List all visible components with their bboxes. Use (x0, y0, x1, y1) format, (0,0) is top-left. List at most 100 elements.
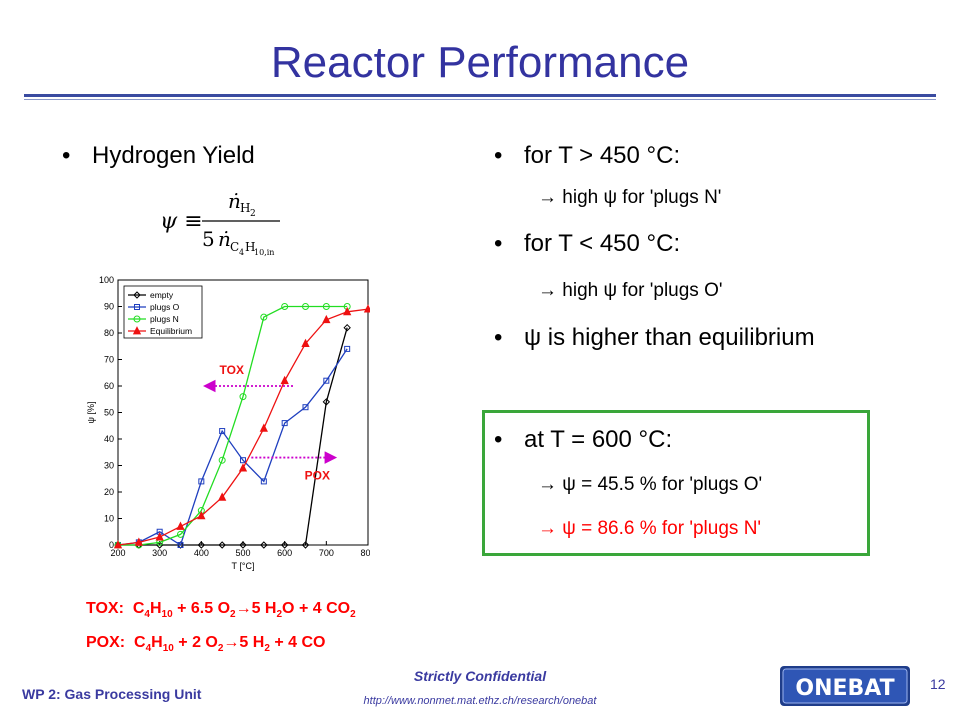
data-point (259, 423, 268, 432)
pox-h-sub: 10 (162, 643, 174, 655)
hydrogen-yield-chart: 200 300 400 500 600 700 800 0 10 20 30 40 50 60 70 80 90… (86, 275, 370, 571)
data-point (322, 314, 331, 324)
formula-lhs: ψ ≡ (160, 209, 203, 234)
data-point (218, 541, 226, 549)
x-axis-label: T [°C] (232, 561, 255, 571)
x-tick-label: 200 (110, 548, 125, 558)
pox-equation: POX: C4H10 + 2 O2→5 H2 + 4 CO (86, 634, 325, 654)
data-point (260, 478, 267, 485)
right-bullet-3-text: ψ is higher than equilibrium (524, 324, 815, 351)
x-tick-label: 600 (277, 548, 292, 558)
title-rule-thick (24, 94, 936, 97)
data-point (322, 398, 331, 406)
formula-num-sub2: 2 (250, 209, 256, 219)
right-bullet-1-sub: → high ψ for 'plugs N' (538, 187, 722, 208)
tox-c: C (132, 600, 145, 617)
legend-entry: Equilibrium (150, 326, 192, 336)
data-point (363, 304, 370, 313)
x-tick-label: 300 (152, 548, 167, 558)
series-line (117, 348, 348, 546)
tox-o-co: O + 4 CO (282, 600, 351, 617)
formula-num-symbol: ṅ (228, 189, 241, 213)
y-tick-label: 50 (104, 408, 114, 418)
data-point (281, 303, 289, 310)
pox-h2-sub: 2 (264, 643, 270, 655)
y-tick-label: 90 (104, 302, 114, 312)
tox-h2-sub: 2 (276, 609, 283, 621)
data-point (323, 377, 330, 384)
onebat-logo: ONEBAT (780, 666, 910, 706)
tox-h-sub: 10 (161, 609, 173, 621)
y-axis-label: ψ [%] (86, 402, 96, 424)
footer-confidential: Strictly Confidential (413, 668, 547, 684)
tox-plus-o: + 6.5 O (172, 600, 231, 617)
bullet-dot: • (494, 230, 503, 257)
yield-formula: ψ ≡ ṅ H 2 5 ṅ C 4 H 10,in (160, 189, 280, 257)
left-bullet: • Hydrogen Yield (62, 142, 255, 170)
data-point (218, 456, 226, 464)
legend-entry: plugs N (150, 314, 179, 324)
slide-title: Reactor Performance (270, 38, 690, 87)
right-bullet-2-sub: → high ψ for 'plugs O' (538, 280, 723, 301)
data-point (240, 457, 246, 464)
formula-den-symbol: ṅ (218, 227, 231, 251)
data-point (113, 540, 123, 549)
data-point (260, 313, 268, 321)
data-point (343, 323, 351, 332)
data-point (132, 326, 142, 335)
right-bullet-1-text: for T > 450 °C: (524, 142, 681, 169)
highlight-box (482, 410, 870, 556)
pox-h: H (151, 634, 163, 651)
right-bullet-2-text: for T < 450 °C: (524, 230, 681, 257)
formula-den-sub: C (230, 240, 239, 254)
data-point (134, 537, 143, 546)
footer-url[interactable]: http://www.nonmet.mat.ethz.ch/research/o… (363, 695, 597, 707)
legend-entry: empty (150, 290, 174, 300)
chart-series (113, 303, 370, 549)
data-point (344, 345, 351, 352)
y-tick-label: 60 (104, 381, 114, 391)
formula-den-sub3: H (245, 240, 255, 254)
pox-plus-o: + 2 O (173, 634, 218, 651)
data-point (198, 478, 205, 485)
tox-arrow-h: →5 H (235, 600, 277, 617)
pox-co: + 4 CO (269, 634, 326, 651)
formula-num-sub: H (240, 201, 250, 215)
data-point (133, 315, 141, 323)
tox-label: TOX: (86, 600, 124, 617)
x-tick-label: 700 (319, 548, 334, 558)
y-tick-label: 100 (99, 275, 114, 285)
data-point (343, 306, 352, 316)
data-point (218, 492, 227, 501)
pox-label: POX: (86, 634, 126, 651)
data-point (197, 510, 206, 520)
y-tick-label: 10 (104, 514, 114, 524)
data-point (322, 303, 330, 310)
tox-h: H (149, 600, 162, 617)
bullet-dot: • (494, 142, 503, 169)
data-point (281, 420, 288, 427)
data-point (260, 541, 268, 549)
y-tick-label: 40 (104, 434, 114, 444)
right-bullet-2: • for T < 450 °C: (494, 230, 680, 258)
chart-axes: 200 300 400 500 600 700 800 0 10 20 30 40 50 60 70 80 90… (99, 275, 370, 558)
right-bullet-3: • ψ is higher than equilibrium (494, 324, 815, 352)
bullet-dot: • (494, 426, 503, 453)
series-equilibrium (113, 304, 370, 549)
data-point (197, 541, 206, 549)
data-point (219, 428, 226, 435)
pox-c-sub: 4 (145, 643, 152, 655)
box-sub-2: → ψ = 86.6 % for 'plugs N' (538, 518, 762, 539)
data-point (176, 521, 185, 530)
y-tick-label: 70 (104, 355, 114, 365)
data-point (301, 541, 310, 549)
footer-wp: WP 2: Gas Processing Unit (22, 686, 202, 702)
formula-den-coef: 5 (202, 227, 215, 251)
left-bullet-text: Hydrogen Yield (92, 142, 255, 169)
x-tick-label: 500 (235, 548, 250, 558)
svg-text:ONEBAT: ONEBAT (795, 676, 894, 701)
pox-c: C (134, 634, 146, 651)
data-point (155, 541, 164, 549)
tox-o-sub: 2 (230, 609, 236, 621)
x-tick-label: 400 (194, 548, 209, 558)
